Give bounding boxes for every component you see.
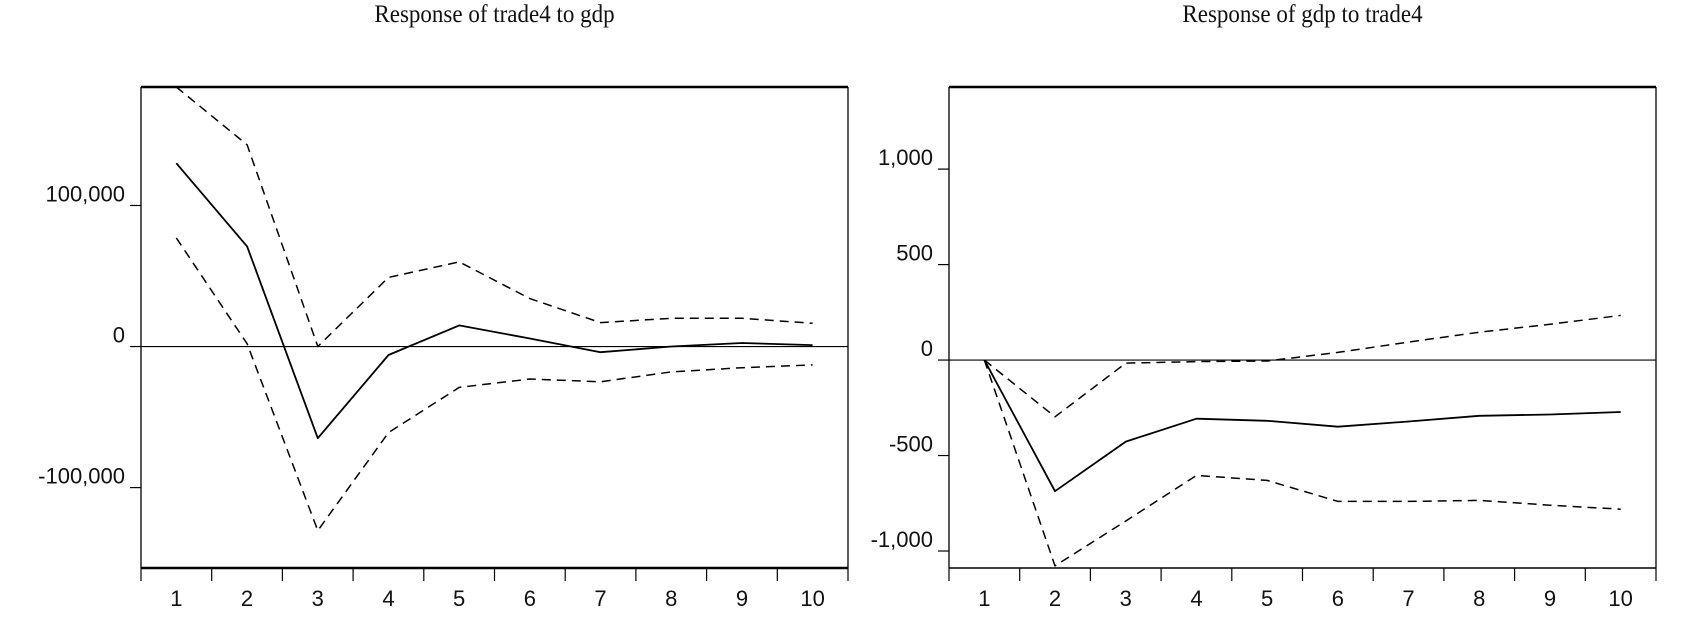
x-tick-label: 7 bbox=[1402, 586, 1414, 611]
upper-confidence-band bbox=[983, 314, 1621, 418]
x-tick-label: 9 bbox=[1544, 586, 1556, 611]
x-tick-label: 7 bbox=[594, 586, 606, 611]
x-tick-label: 8 bbox=[665, 586, 677, 611]
x-tick-label: 3 bbox=[1120, 586, 1132, 611]
x-tick-label: 3 bbox=[312, 586, 324, 611]
chart-panel-gdp-to-trade4: 1 2 3 4 5 6 7 8 9 10 1,000 500 0 -500 -1,000 bbox=[871, 85, 1657, 611]
lower-confidence-band bbox=[983, 359, 1621, 567]
y-tick-label: 500 bbox=[896, 241, 933, 266]
x-tick-label: 6 bbox=[524, 586, 536, 611]
x-tick-label: 8 bbox=[1473, 586, 1485, 611]
impulse-response-line bbox=[983, 359, 1621, 493]
x-tick-label: 1 bbox=[170, 586, 182, 611]
chart-title-right: Response of gdp to trade4 bbox=[1182, 1, 1423, 28]
y-tick-label: 0 bbox=[113, 323, 125, 348]
impulse-response-line bbox=[175, 162, 813, 440]
x-tick-label: 9 bbox=[736, 586, 748, 611]
y-tick-label: -500 bbox=[889, 432, 933, 457]
y-tick-label: 1,000 bbox=[878, 145, 933, 170]
x-tick-label: 2 bbox=[1049, 586, 1061, 611]
x-tick-label: 2 bbox=[241, 586, 253, 611]
x-tick-label: 4 bbox=[1190, 586, 1202, 611]
y-tick-label: 100,000 bbox=[45, 181, 125, 206]
y-tick-label: -1,000 bbox=[871, 527, 933, 552]
lower-confidence-band bbox=[175, 237, 813, 532]
chart-title-left: Response of trade4 to gdp bbox=[374, 1, 615, 28]
y-tick-label: -100,000 bbox=[38, 464, 125, 489]
x-tick-label: 10 bbox=[1608, 586, 1632, 611]
x-tick-label: 5 bbox=[453, 586, 465, 611]
x-tick-label: 5 bbox=[1261, 586, 1273, 611]
x-tick-label: 10 bbox=[800, 586, 824, 611]
x-tick-label: 6 bbox=[1332, 586, 1344, 611]
upper-confidence-band bbox=[175, 86, 813, 348]
y-tick-label: 0 bbox=[921, 336, 933, 361]
x-tick-label: 4 bbox=[382, 586, 394, 611]
chart-panel-trade4-to-gdp: 1 2 3 4 5 6 7 8 9 10 100,000 0 -100,000 bbox=[38, 85, 849, 611]
x-tick-label: 1 bbox=[978, 586, 990, 611]
